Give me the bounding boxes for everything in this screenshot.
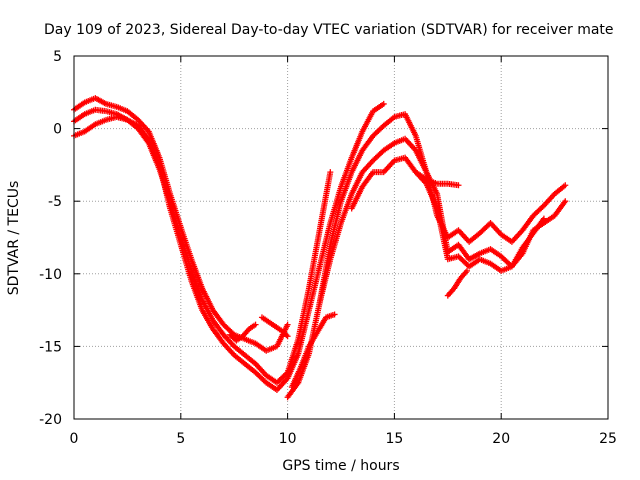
x-tick-label: 15 xyxy=(385,431,403,447)
y-tick-label: -10 xyxy=(39,267,62,283)
x-tick-label: 25 xyxy=(599,431,617,447)
series-sat-3 xyxy=(71,100,387,393)
data-point xyxy=(284,333,291,340)
data-marks xyxy=(71,95,569,401)
data-point xyxy=(327,169,334,176)
axis-ticks: 0 5 10 15 20 25 -20 -15 -10 -5 0 5 xyxy=(39,49,617,447)
series-sat-10 xyxy=(258,314,291,340)
data-point-fill xyxy=(539,203,546,210)
series-sat-7 xyxy=(412,169,462,189)
x-tick-label: 10 xyxy=(279,431,297,447)
series-sat-4 xyxy=(284,111,569,401)
data-point xyxy=(562,198,569,205)
x-tick-label: 0 xyxy=(70,431,79,447)
series-sat-9 xyxy=(226,321,259,344)
y-axis-label: SDTVAR / TECUs xyxy=(6,181,22,296)
data-point xyxy=(455,182,462,189)
x-axis-label: GPS time / hours xyxy=(282,458,399,474)
series-sat-8 xyxy=(444,267,471,299)
y-tick-label: 5 xyxy=(53,49,62,65)
y-tick-label: 0 xyxy=(53,122,62,138)
data-point xyxy=(331,311,338,318)
plot-frame xyxy=(73,55,609,420)
series-sat-6 xyxy=(348,154,547,274)
data-point xyxy=(562,182,569,189)
y-tick-label: -5 xyxy=(48,194,62,210)
data-point xyxy=(540,215,547,222)
data-point xyxy=(252,321,259,328)
data-point xyxy=(380,100,387,107)
x-tick-label: 5 xyxy=(176,431,185,447)
y-tick-label: -15 xyxy=(39,339,62,355)
data-point-fill xyxy=(283,332,290,339)
data-point xyxy=(284,321,291,328)
x-tick-label: 20 xyxy=(492,431,510,447)
series-sat-2 xyxy=(71,106,334,386)
y-tick-label: -20 xyxy=(39,412,62,428)
chart-title: Day 109 of 2023, Sidereal Day-to-day VTE… xyxy=(44,22,614,38)
data-point xyxy=(464,267,471,274)
series-sat-11 xyxy=(288,311,338,391)
